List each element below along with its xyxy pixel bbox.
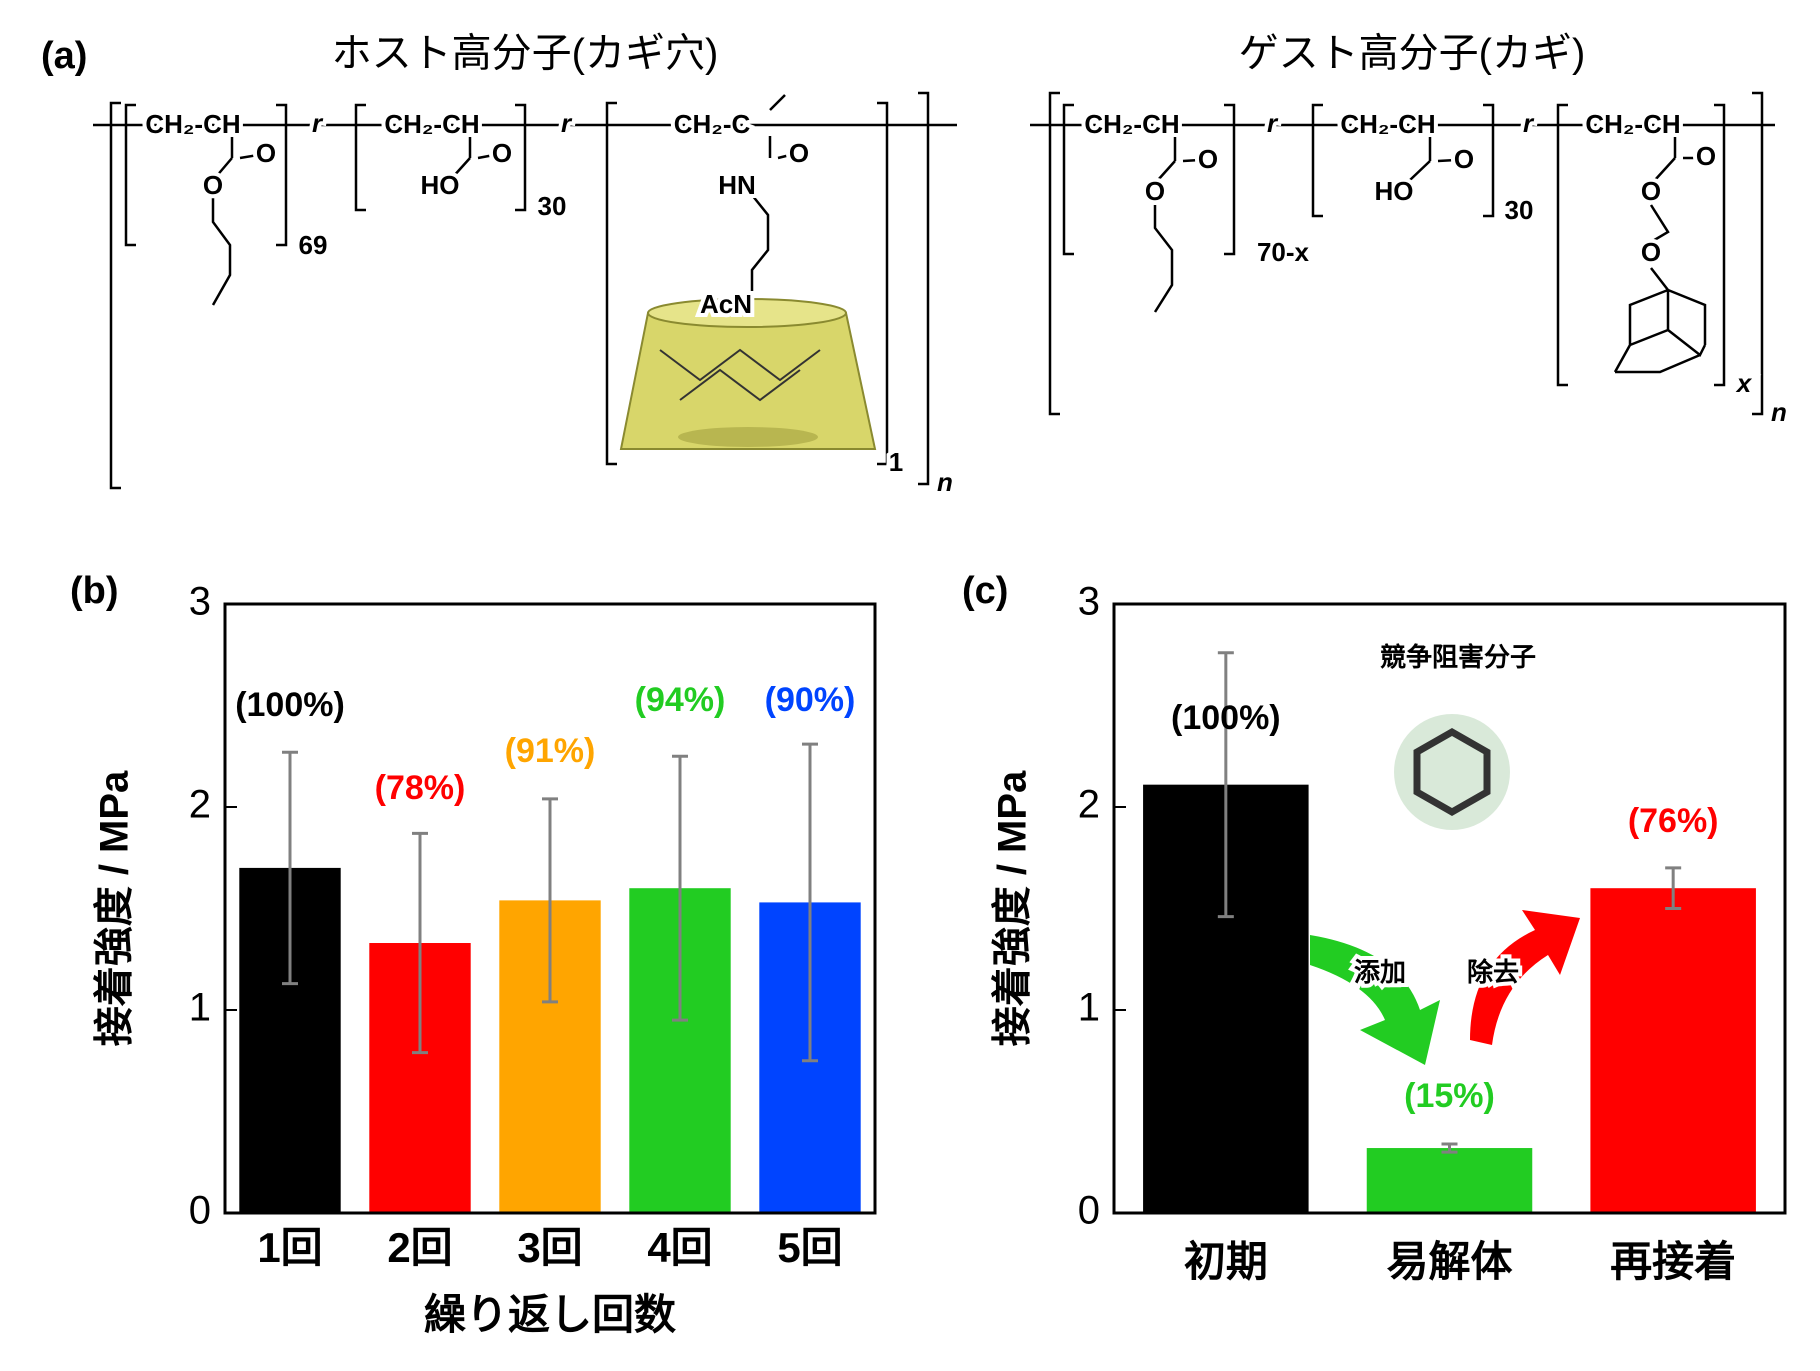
x-tick-label: 3回 — [517, 1224, 582, 1271]
bar — [1590, 888, 1756, 1213]
add-arrow — [1310, 935, 1440, 1065]
bar-annotation: (91%) — [505, 732, 596, 770]
chem-label: n — [937, 467, 953, 497]
annotation-text: 除去 — [1467, 957, 1519, 987]
panel-label: (a) — [41, 35, 87, 77]
bar-annotation: (78%) — [375, 769, 466, 807]
chem-label: O — [203, 170, 223, 200]
chem-label: CH₂-CH — [1084, 109, 1179, 139]
chem-label: O — [1641, 237, 1661, 267]
panel-label: (c) — [962, 570, 1008, 612]
bar — [1366, 1148, 1533, 1213]
bar-annotation: (76%) — [1628, 802, 1719, 840]
y-axis-title: 接着強度 / MPa — [991, 770, 1035, 1046]
error-bar — [672, 754, 688, 1022]
chem-label: r — [1267, 108, 1279, 138]
benzene-ring — [1413, 727, 1491, 817]
chem-label: CH₂-CH — [1585, 109, 1680, 139]
x-tick-label: 再接着 — [1610, 1238, 1736, 1285]
plot-frame — [1112, 602, 1787, 1215]
chem-label: 1 — [889, 447, 903, 477]
annotation-text: 競争阻害分子 — [1380, 642, 1536, 672]
bar-annotation: (94%) — [635, 681, 726, 719]
bar-annotation: (100%) — [1171, 699, 1281, 737]
error-bar — [802, 742, 818, 1063]
x-tick-label: 5回 — [777, 1224, 842, 1271]
chem-label: O — [1145, 176, 1165, 206]
chem-label: 69 — [299, 230, 328, 260]
chem-label: HO — [1375, 176, 1414, 206]
chem-label: O — [789, 138, 809, 168]
inhibitor-molecule — [1394, 714, 1510, 830]
chem-label: AcN — [700, 289, 752, 319]
bar-annotation: (100%) — [235, 686, 345, 724]
x-tick-label: 易解体 — [1386, 1238, 1512, 1285]
y-tick-label: 2 — [1078, 783, 1100, 827]
error-bar — [282, 750, 298, 986]
y-tick-label: 0 — [189, 1189, 211, 1233]
chem-label: 30 — [538, 191, 567, 221]
error-bar — [1665, 866, 1682, 910]
chem-label: CH₂-CH — [384, 109, 479, 139]
bar-annotation: (90%) — [765, 681, 856, 719]
structures — [93, 91, 1775, 490]
chem-label: r — [312, 108, 324, 138]
error-bar — [1441, 1142, 1458, 1154]
x-tick-label: 2回 — [387, 1224, 452, 1271]
x-tick-label: 1回 — [257, 1224, 322, 1271]
annotation-text: 添加 — [1354, 957, 1406, 987]
y-tick-label: 1 — [1078, 986, 1100, 1030]
chem-label: O — [492, 138, 512, 168]
chem-label: r — [561, 108, 573, 138]
x-axis-title: 繰り返し回数 — [424, 1291, 676, 1338]
chem-label: O — [1454, 144, 1474, 174]
error-bar — [542, 797, 558, 1004]
guest-title: ゲスト高分子(カギ) — [1239, 32, 1586, 76]
chem-label: CH₂-CH — [1340, 109, 1435, 139]
x-tick-label: 4回 — [647, 1224, 712, 1271]
chem-label: CH₂-CH — [145, 109, 240, 139]
error-bar — [1217, 651, 1234, 919]
x-tick-label: 初期 — [1184, 1238, 1268, 1285]
molecule-glow — [1394, 714, 1510, 830]
chem-label: HN — [718, 170, 756, 200]
plot-frame — [223, 602, 877, 1215]
y-tick-label: 1 — [189, 986, 211, 1030]
remove-arrow — [1470, 910, 1580, 1045]
chem-label: O — [256, 138, 276, 168]
chem-label: 70-x — [1257, 237, 1310, 267]
chem-label: O — [1696, 141, 1716, 171]
chem-label: 30 — [1505, 195, 1534, 225]
chem-label: n — [1771, 397, 1787, 427]
y-tick-label: 0 — [1078, 1189, 1100, 1233]
error-bar — [412, 831, 428, 1055]
y-axis-title: 接着強度 / MPa — [93, 770, 137, 1046]
chem-label: HO — [421, 170, 460, 200]
y-tick-label: 3 — [1078, 580, 1100, 624]
chem-label: r — [1523, 108, 1535, 138]
chem-label: O — [1198, 144, 1218, 174]
panel-label: (b) — [70, 570, 119, 612]
chem-label: O — [1641, 176, 1661, 206]
y-tick-label: 3 — [189, 580, 211, 624]
chem-label: CH₂-C — [674, 109, 751, 139]
y-tick-label: 2 — [189, 783, 211, 827]
host-title: ホスト高分子(カギ穴) — [332, 32, 719, 76]
bar-annotation: (15%) — [1404, 1077, 1495, 1115]
chem-label: x — [1735, 368, 1753, 398]
